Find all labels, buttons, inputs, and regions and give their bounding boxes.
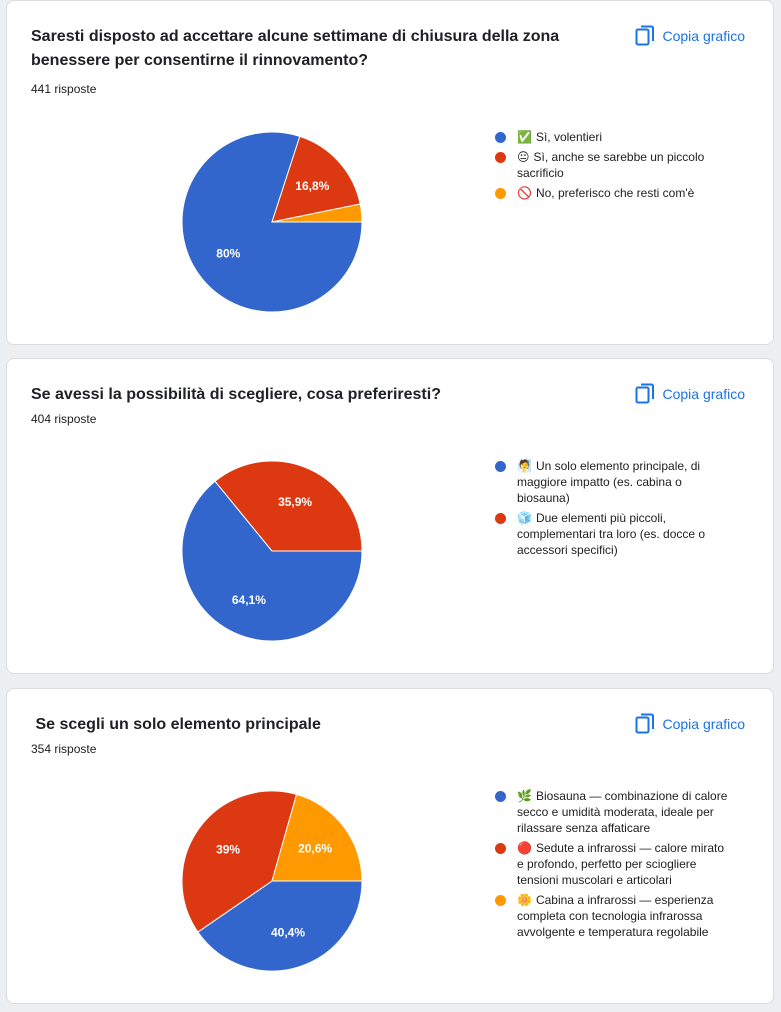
pie-slice[interactable] [181,790,298,933]
legend-label: Biosauna — combinazione di calore secco … [517,789,728,835]
legend-item[interactable]: 😐 Sì, anche se sarebbe un piccolo sacrifi… [493,149,733,181]
legend-label: Un solo elemento principale, di maggiore… [517,459,701,505]
pie-slice[interactable] [271,135,361,223]
pie-slice-label: 80% [216,247,240,261]
legend-dot-orange [495,188,506,199]
legend-emoji: 🌿 [517,789,532,803]
pie-slice[interactable] [181,480,363,642]
pie-chart: 64,1% 35,9% [181,460,363,642]
question-title-text: Se scegli un solo elemento principale [35,716,321,733]
pie-slice[interactable] [197,880,363,972]
legend-item[interactable]: 🌼 Cabina a infrarossi — esperienza comple… [493,892,733,940]
copy-chart-label: Copia grafico [662,716,746,732]
legend-label: No, preferisco che resti com'è [535,186,695,200]
copy-chart-label: Copia grafico [662,386,746,402]
legend-emoji: 🚫 [517,186,532,200]
pie-slice-label: 16,8% [295,179,329,193]
copy-chart-label: Copia grafico [662,28,746,44]
copy-chart-button[interactable]: Copia grafico [635,713,746,735]
legend-item[interactable]: 🚫 No, preferisco che resti com'è [493,185,733,201]
legend-item[interactable]: ✅ Sì, volentieri [493,129,733,145]
pie-slice-label: 40,4% [271,926,305,940]
copy-chart-button[interactable]: Copia grafico [635,25,746,47]
legend-emoji: 🧖 [517,459,532,473]
copy-chart-button[interactable]: Copia grafico [635,383,746,405]
legend-item[interactable]: 🔴 Sedute a infrarossi — calore mirato e p… [493,840,733,888]
question-title: Se scegli un solo elemento principale [31,713,571,737]
pie-slice[interactable] [214,460,363,552]
question-title: Se avessi la possibilità di scegliere, c… [31,386,441,403]
legend-label: Sedute a infrarossi — calore mirato e pr… [517,841,725,887]
pie-slice-label: 35,9% [278,495,312,509]
legend-label: Sì, volentieri [535,130,602,144]
legend-dot-red [495,843,506,854]
pie-chart: 80% 16,8% [181,131,363,313]
legend-dot-blue [495,791,506,802]
pie-slice-label: 39% [216,843,240,857]
response-count: 404 risposte [31,412,97,426]
chart-legend: ✅ Sì, volentieri 😐 Sì, anche se sarebbe un… [493,129,733,205]
legend-label: Sì, anche se sarebbe un piccolo sacrific… [517,150,705,180]
pie-slice-label: 20,6% [298,841,332,855]
pie-chart: 40,4% 39% 20,6% [181,790,363,972]
legend-item[interactable]: 🧖 Un solo elemento principale, di maggior… [493,458,733,506]
legend-label: Cabina a infrarossi — esperienza complet… [517,893,714,939]
pie-slice[interactable] [271,203,363,223]
copy-icon [635,25,655,47]
legend-dot-orange [495,895,506,906]
legend-dot-blue [495,461,506,472]
pie-slice-label: 64,1% [232,593,266,607]
legend-dot-blue [495,132,506,143]
question-card: Se avessi la possibilità di scegliere, c… [6,358,774,674]
legend-item[interactable]: 🧊 Due elementi più piccoli, complementari… [493,510,733,558]
copy-icon [635,713,655,735]
legend-emoji: 🌼 [517,893,532,907]
question-title: Saresti disposto ad accettare alcune set… [31,28,560,69]
legend-item[interactable]: 🌿 Biosauna — combinazione di calore secco… [493,788,733,836]
pie-slice[interactable] [271,793,363,882]
chart-legend: 🌿 Biosauna — combinazione di calore secco… [493,788,733,944]
legend-emoji: 🧊 [517,511,532,525]
response-count: 441 risposte [31,82,97,96]
legend-emoji: 😐 [517,150,530,164]
question-card: Saresti disposto ad accettare alcune set… [6,0,774,345]
legend-label: Due elementi più piccoli, complementari … [517,511,706,557]
legend-dot-red [495,152,506,163]
response-count: 354 risposte [31,742,97,756]
copy-icon [635,383,655,405]
legend-emoji: 🔴 [517,841,532,855]
question-card: Se scegli un solo elemento principale 35… [6,688,774,1004]
legend-emoji: ✅ [517,130,532,144]
legend-dot-red [495,513,506,524]
chart-legend: 🧖 Un solo elemento principale, di maggior… [493,458,733,562]
